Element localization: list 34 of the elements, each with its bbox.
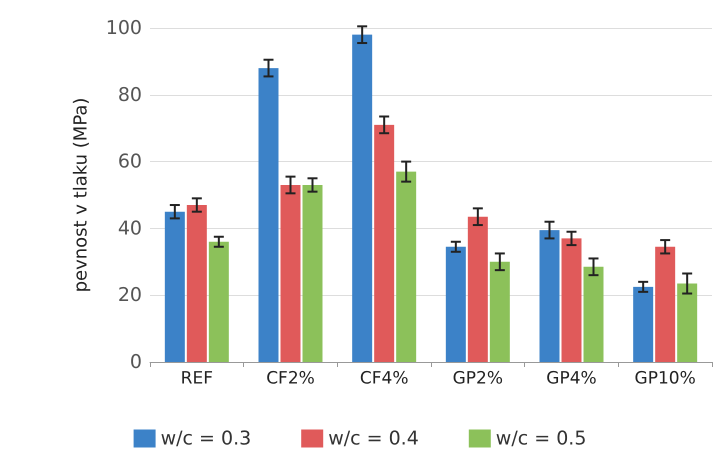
bar <box>164 212 185 362</box>
bar <box>468 216 488 362</box>
y-tick-label: 80 <box>118 84 142 106</box>
bar <box>633 286 654 362</box>
bar <box>396 172 416 362</box>
bar <box>186 205 207 362</box>
bar <box>584 266 604 362</box>
bar <box>446 246 466 362</box>
x-tick-label: GP10% <box>634 368 696 388</box>
y-tick-label: 20 <box>118 284 142 306</box>
legend-label: w/c = 0.4 <box>328 428 419 450</box>
y-tick-label: 100 <box>106 17 142 39</box>
bar <box>374 124 394 362</box>
bar <box>677 284 698 362</box>
bar <box>490 262 510 362</box>
legend-label: w/c = 0.5 <box>496 428 586 450</box>
bar <box>562 238 582 362</box>
x-tick-label: GP2% <box>452 368 504 388</box>
y-axis-title: pevnost v tlaku (MPa) <box>70 98 92 292</box>
bar <box>302 184 322 362</box>
bar <box>352 34 372 362</box>
y-tick-label: 40 <box>118 217 142 240</box>
y-tick-label: 60 <box>118 150 142 173</box>
bar <box>655 246 676 362</box>
bar <box>280 184 300 362</box>
bar <box>540 230 560 362</box>
legend-label: w/c = 0.3 <box>160 428 252 450</box>
bar <box>258 68 278 362</box>
x-tick-label: CF4% <box>360 368 408 388</box>
x-tick-label: REF <box>180 368 214 388</box>
x-tick-label: GP4% <box>546 368 597 388</box>
bar <box>208 242 229 362</box>
x-tick-label: CF2% <box>266 368 315 388</box>
y-tick-label: 0 <box>130 351 142 373</box>
